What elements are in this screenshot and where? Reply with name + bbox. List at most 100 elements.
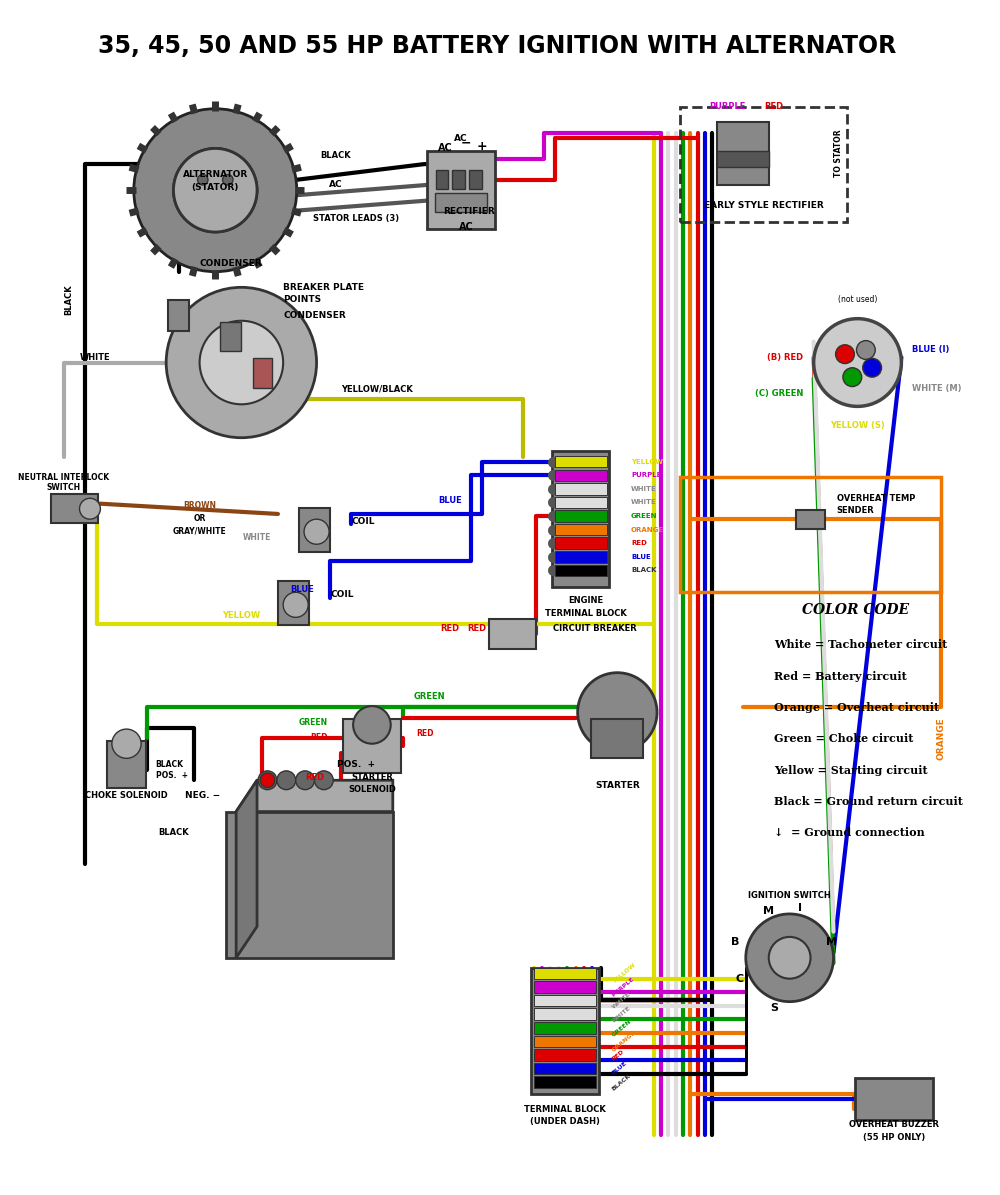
Text: GREEN: GREEN [414, 692, 445, 701]
Text: White = Tachometer circuit: White = Tachometer circuit [774, 639, 947, 650]
Text: NEUTRAL INTERLOCK: NEUTRAL INTERLOCK [18, 473, 109, 482]
Text: (not used): (not used) [838, 295, 877, 305]
Text: RED: RED [631, 540, 647, 546]
Bar [435, 194, 487, 213]
Text: YELLOW: YELLOW [611, 962, 636, 985]
Bar [796, 510, 825, 528]
Text: POS.  +: POS. + [156, 771, 188, 779]
Text: WHITE: WHITE [80, 353, 110, 362]
Text: RED: RED [467, 624, 486, 633]
Text: BROWN: BROWN [183, 501, 216, 510]
Text: RED: RED [416, 729, 433, 737]
Text: POS.  +: POS. + [337, 760, 375, 770]
Bar [531, 968, 599, 1093]
Circle shape [283, 593, 308, 618]
Bar [555, 551, 607, 563]
Circle shape [769, 937, 811, 979]
Text: IGNITION SWITCH: IGNITION SWITCH [748, 890, 831, 900]
Text: BREAKER PLATE: BREAKER PLATE [283, 283, 364, 292]
Text: BLACK: BLACK [320, 152, 351, 160]
Bar [534, 1062, 596, 1074]
Bar [555, 538, 607, 549]
Text: STATOR LEADS (3): STATOR LEADS (3) [313, 214, 399, 223]
Text: CONDENSER: CONDENSER [200, 259, 262, 268]
Bar [343, 718, 401, 773]
Bar [717, 151, 769, 167]
Text: WHITE: WHITE [631, 486, 657, 492]
Bar [555, 497, 607, 508]
Text: ORANGE: ORANGE [611, 1030, 637, 1053]
Text: ENGINE: ENGINE [568, 596, 604, 605]
Text: ↓  = Ground connection: ↓ = Ground connection [774, 827, 925, 838]
Text: ALTERNATOR: ALTERNATOR [183, 170, 248, 179]
Text: COIL: COIL [351, 516, 375, 526]
Text: WHITE (M): WHITE (M) [912, 384, 961, 393]
Text: RED: RED [764, 102, 784, 111]
Bar [534, 1009, 596, 1019]
Bar [226, 811, 393, 957]
Bar [552, 452, 609, 587]
Circle shape [304, 519, 329, 544]
Bar [452, 171, 465, 189]
Bar [555, 483, 607, 495]
Text: SWITCH: SWITCH [47, 483, 81, 492]
Text: M: M [763, 906, 774, 915]
Text: C: C [735, 974, 744, 983]
Bar [220, 321, 241, 351]
Text: POINTS: POINTS [283, 295, 321, 305]
Text: PURPLE: PURPLE [631, 472, 661, 478]
Circle shape [112, 729, 141, 759]
Text: GRAY/WHITE: GRAY/WHITE [173, 526, 226, 535]
Text: (UNDER DASH): (UNDER DASH) [530, 1117, 600, 1126]
Text: NEG. −: NEG. − [185, 791, 220, 801]
Text: BLACK: BLACK [158, 828, 188, 836]
Circle shape [80, 498, 100, 519]
Text: Green = Choke circuit: Green = Choke circuit [774, 734, 913, 744]
Text: B: B [731, 937, 740, 948]
Text: BLACK: BLACK [65, 284, 74, 315]
Circle shape [173, 148, 257, 232]
Bar [534, 1022, 596, 1034]
Text: AC: AC [329, 180, 342, 190]
Text: COIL: COIL [330, 590, 354, 599]
Circle shape [200, 320, 283, 404]
Text: TO STATOR: TO STATOR [834, 130, 843, 178]
Bar [717, 122, 769, 185]
Text: BLACK: BLACK [611, 1073, 632, 1091]
Polygon shape [236, 780, 393, 811]
Bar [855, 1078, 933, 1120]
Text: (STATOR): (STATOR) [192, 183, 239, 191]
Text: WHITE: WHITE [631, 500, 657, 505]
Text: Black = Ground return circuit: Black = Ground return circuit [774, 796, 963, 807]
Bar [555, 510, 607, 522]
Bar [51, 494, 98, 523]
Text: SOLENOID: SOLENOID [348, 785, 396, 795]
Text: YELLOW: YELLOW [631, 459, 663, 465]
Text: PURPLE: PURPLE [709, 102, 745, 111]
Text: (B) RED: (B) RED [767, 353, 803, 362]
Text: Red = Battery circuit: Red = Battery circuit [774, 670, 907, 681]
Text: AC: AC [454, 134, 467, 142]
Text: RECTIFIER: RECTIFIER [443, 207, 495, 215]
Text: −: − [461, 136, 471, 149]
Text: OR: OR [193, 514, 206, 522]
Text: BLUE: BLUE [631, 553, 651, 559]
Bar [591, 718, 643, 759]
Text: RED: RED [311, 733, 328, 742]
Text: WHITE: WHITE [611, 992, 632, 1010]
Text: BLUE: BLUE [438, 496, 462, 504]
Circle shape [223, 174, 233, 185]
Text: GREEN: GREEN [631, 513, 657, 519]
Bar [534, 1049, 596, 1061]
Bar [555, 456, 607, 467]
Text: RED: RED [441, 624, 460, 633]
Bar [534, 981, 596, 993]
Text: YELLOW: YELLOW [222, 611, 260, 620]
Bar [168, 300, 189, 331]
Text: GREEN: GREEN [611, 1018, 633, 1037]
Circle shape [814, 319, 901, 406]
Bar [278, 581, 309, 625]
Text: (55 HP ONLY): (55 HP ONLY) [863, 1133, 925, 1142]
Text: BLUE: BLUE [291, 584, 314, 594]
Text: YELLOW (S): YELLOW (S) [830, 421, 885, 430]
